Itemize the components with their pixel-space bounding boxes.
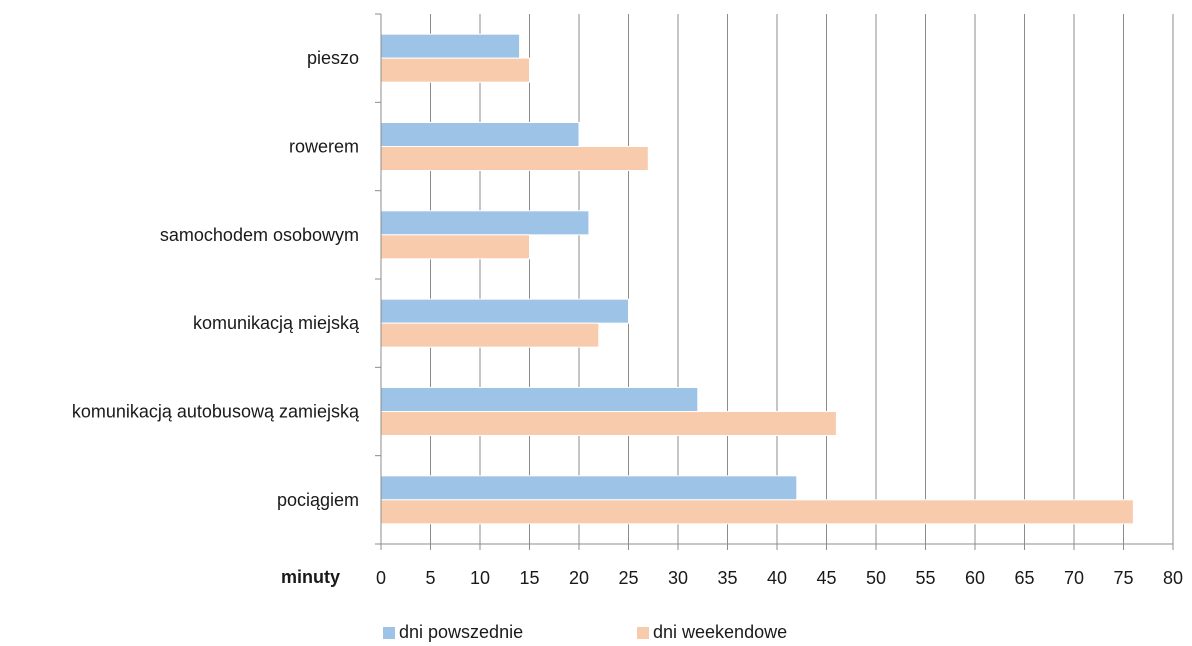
bar-dni-powszednie [380, 475, 798, 501]
bar-dni-weekendowe [380, 499, 1134, 525]
legend-label-1: dni weekendowe [653, 622, 788, 642]
legend: dni powszednie dni weekendowe [0, 622, 1192, 646]
x-tick-label: 25 [618, 568, 638, 588]
x-tick-label: 80 [1163, 568, 1183, 588]
x-tick-label: 55 [915, 568, 935, 588]
bar-dni-weekendowe [380, 322, 600, 348]
bar-dni-powszednie [380, 387, 699, 412]
x-tick-label: 35 [717, 568, 737, 588]
category-label: samochodem osobowym [160, 225, 359, 245]
x-tick-label: 20 [569, 568, 589, 588]
x-tick-label: 70 [1064, 568, 1084, 588]
x-tick-label: 50 [866, 568, 886, 588]
tick-labels: 0 5 10 15 20 25 30 35 40 45 50 55 60 65 70 75 80 [376, 568, 1183, 588]
bar-dni-powszednie [380, 210, 590, 236]
bar-dni-powszednie [380, 298, 629, 324]
category-label: pociągiem [277, 490, 359, 510]
bar-dni-weekendowe [380, 411, 837, 436]
x-tick-label: 60 [965, 568, 985, 588]
x-tick-label: 65 [1014, 568, 1034, 588]
x-tick-label: 5 [425, 568, 435, 588]
axes [375, 13, 1174, 550]
category-label: pieszo [307, 48, 359, 68]
x-tick-label: 75 [1113, 568, 1133, 588]
legend-swatch-1 [637, 626, 649, 639]
bar-dni-weekendowe [380, 234, 530, 260]
bar-dni-weekendowe [380, 57, 530, 83]
legend-item-0: dni powszednie [383, 622, 523, 643]
x-tick-label: 10 [470, 568, 490, 588]
x-tick-label: 0 [376, 568, 386, 588]
x-tick-label: 40 [767, 568, 787, 588]
legend-label-0: dni powszednie [399, 622, 524, 642]
x-tick-label: 30 [668, 568, 688, 588]
bars [380, 33, 1134, 525]
category-labels: pieszo rowerem samochodem osobowym komunika… [72, 48, 360, 510]
legend-item-1: dni weekendowe [637, 622, 787, 643]
category-label: rowerem [289, 137, 359, 157]
category-label: komunikacją autobusową zamiejską [72, 402, 360, 422]
gridlines [430, 14, 1174, 544]
category-label: komunikacją miejską [193, 313, 360, 333]
legend-swatch-0 [383, 626, 395, 639]
bar-dni-weekendowe [380, 146, 649, 171]
x-axis-label: minuty [281, 567, 340, 587]
x-tick-label: 45 [816, 568, 836, 588]
x-tick-label: 15 [519, 568, 539, 588]
bar-dni-powszednie [380, 122, 580, 147]
bar-dni-powszednie [380, 33, 521, 59]
